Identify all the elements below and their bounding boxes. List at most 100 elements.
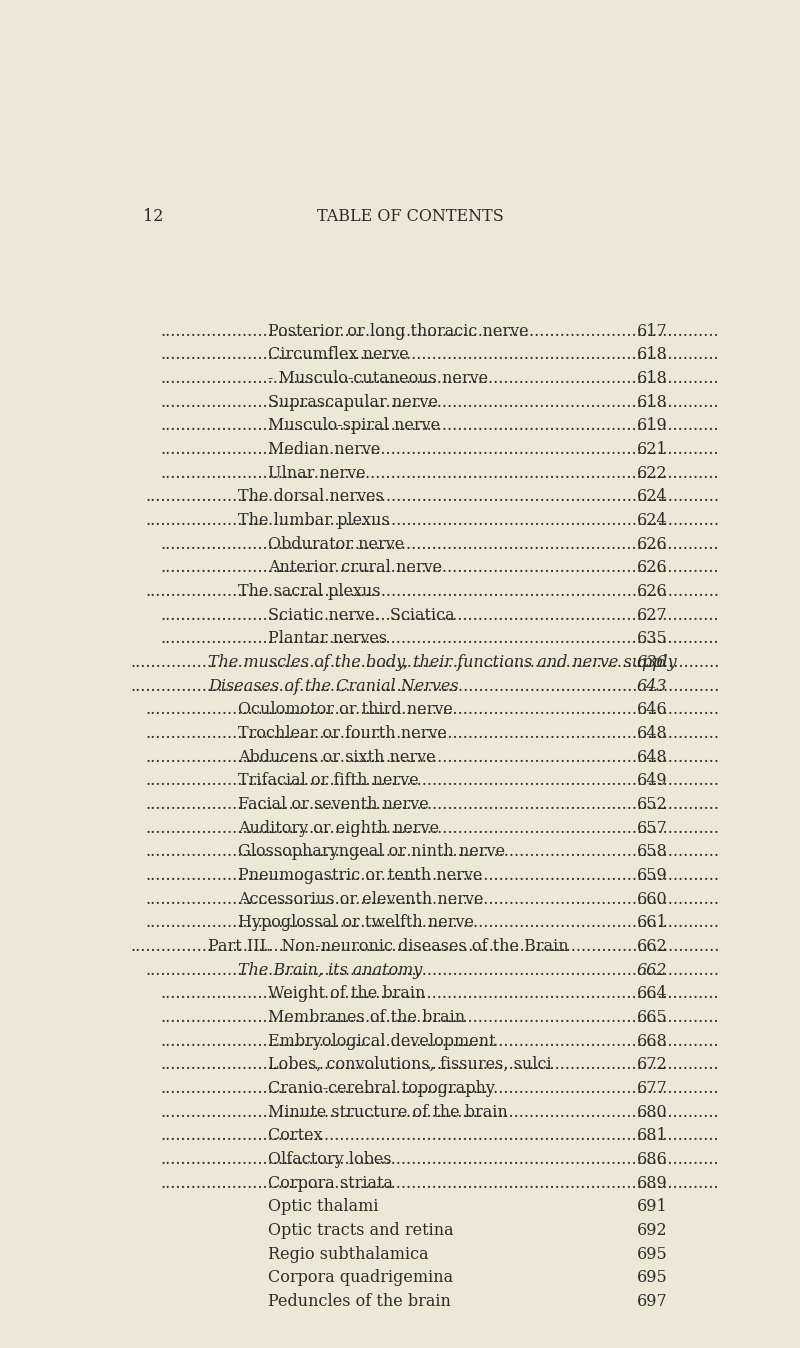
Text: ................................................................................: ........................................… <box>160 1174 775 1192</box>
Text: Circumflex nerve: Circumflex nerve <box>268 346 414 364</box>
Text: ................................................................................: ........................................… <box>160 1151 775 1167</box>
Text: ................................................................................: ........................................… <box>160 985 775 1003</box>
Text: Obdurator nerve: Obdurator nerve <box>268 535 410 553</box>
Text: ................................................................................: ........................................… <box>160 1246 775 1263</box>
Text: Plantar nerves: Plantar nerves <box>268 631 392 647</box>
Text: Trifacial or fifth nerve: Trifacial or fifth nerve <box>238 772 424 790</box>
Text: ................................................................................: ........................................… <box>160 1104 775 1120</box>
Text: 665: 665 <box>637 1008 667 1026</box>
Text: Lobes, convolutions, fissures, sulci: Lobes, convolutions, fissures, sulci <box>268 1057 557 1073</box>
Text: ................................................................................: ........................................… <box>160 1080 775 1097</box>
Text: Membranes of the brain: Membranes of the brain <box>268 1008 470 1026</box>
Text: Cranio-cerebral topography: Cranio-cerebral topography <box>268 1080 500 1097</box>
Text: 648: 648 <box>637 725 667 741</box>
Text: 643: 643 <box>637 678 667 694</box>
Text: 649: 649 <box>637 772 667 790</box>
Text: ................................................................................: ........................................… <box>146 488 760 506</box>
Text: Weight of the brain: Weight of the brain <box>268 985 430 1003</box>
Text: ................................................................................: ........................................… <box>146 914 760 931</box>
Text: Corpora striata: Corpora striata <box>268 1174 398 1192</box>
Text: ................................................................................: ........................................… <box>160 418 775 434</box>
Text: 686: 686 <box>637 1151 667 1167</box>
Text: Sciatic nerve.  Sciatica: Sciatic nerve. Sciatica <box>268 607 460 624</box>
Text: Musculo-spiral nerve: Musculo-spiral nerve <box>268 418 446 434</box>
Text: 618: 618 <box>637 394 667 411</box>
Text: ................................................................................: ........................................… <box>160 631 775 647</box>
Text: Auditory or eighth nerve: Auditory or eighth nerve <box>238 820 445 837</box>
Text: Hypoglossal or twelfth nerve: Hypoglossal or twelfth nerve <box>238 914 479 931</box>
Text: Abducens or sixth nerve: Abducens or sixth nerve <box>238 748 441 766</box>
Text: Minute structure of the brain: Minute structure of the brain <box>268 1104 513 1120</box>
Text: Optic thalami: Optic thalami <box>268 1198 384 1216</box>
Text: ................................................................................: ........................................… <box>146 844 760 860</box>
Text: 626: 626 <box>637 535 667 553</box>
Text: ................................................................................: ........................................… <box>130 654 746 671</box>
Text: The Brain, its anatomy: The Brain, its anatomy <box>238 961 428 979</box>
Text: ................................................................................: ........................................… <box>160 1221 775 1239</box>
Text: Optic tracts and retina: Optic tracts and retina <box>268 1221 458 1239</box>
Text: Cortex: Cortex <box>268 1127 328 1144</box>
Text: 668: 668 <box>637 1033 667 1050</box>
Text: Regio subthalamica: Regio subthalamica <box>268 1246 434 1263</box>
Text: 664: 664 <box>637 985 667 1003</box>
Text: Suprascapular nerve: Suprascapular nerve <box>268 394 443 411</box>
Text: 619: 619 <box>637 418 667 434</box>
Text: ................................................................................: ........................................… <box>130 678 746 694</box>
Text: 657: 657 <box>637 820 667 837</box>
Text: ................................................................................: ........................................… <box>146 891 760 907</box>
Text: ................................................................................: ........................................… <box>146 772 760 790</box>
Text: 681: 681 <box>637 1127 667 1144</box>
Text: ................................................................................: ........................................… <box>146 961 760 979</box>
Text: Pneumogastric or tenth nerve: Pneumogastric or tenth nerve <box>238 867 488 884</box>
Text: ................................................................................: ........................................… <box>160 535 775 553</box>
Text: 622: 622 <box>637 465 667 481</box>
Text: Peduncles of the brain: Peduncles of the brain <box>268 1293 456 1310</box>
Text: Oculomotor or third nerve: Oculomotor or third nerve <box>238 701 458 718</box>
Text: The sacral plexus: The sacral plexus <box>238 582 386 600</box>
Text: 660: 660 <box>637 891 667 907</box>
Text: 12: 12 <box>143 209 164 225</box>
Text: 624: 624 <box>637 488 667 506</box>
Text: ................................................................................: ........................................… <box>160 1033 775 1050</box>
Text: Accessorius or eleventh nerve: Accessorius or eleventh nerve <box>238 891 489 907</box>
Text: ................................................................................: ........................................… <box>146 512 760 528</box>
Text: Corpora quadrigemina: Corpora quadrigemina <box>268 1270 458 1286</box>
Text: Median nerve: Median nerve <box>268 441 386 458</box>
Text: ................................................................................: ........................................… <box>160 465 775 481</box>
Text: 636: 636 <box>637 654 667 671</box>
Text: 662: 662 <box>637 938 667 954</box>
Text: Glossopharyngeal or ninth nerve: Glossopharyngeal or ninth nerve <box>238 844 510 860</box>
Text: Facial or seventh nerve: Facial or seventh nerve <box>238 795 434 813</box>
Text: TABLE OF CONTENTS: TABLE OF CONTENTS <box>317 209 503 225</box>
Text: 626: 626 <box>637 559 667 577</box>
Text: 661: 661 <box>637 914 667 931</box>
Text: Trochlear or fourth nerve: Trochlear or fourth nerve <box>238 725 452 741</box>
Text: 695: 695 <box>637 1246 667 1263</box>
Text: 626: 626 <box>637 582 667 600</box>
Text: Part III.  Non-neuronic diseases of the Brain: Part III. Non-neuronic diseases of the B… <box>209 938 574 954</box>
Text: 618: 618 <box>637 346 667 364</box>
Text: ................................................................................: ........................................… <box>160 346 775 364</box>
Text: ................................................................................: ........................................… <box>160 1198 775 1216</box>
Text: ................................................................................: ........................................… <box>146 820 760 837</box>
Text: 659: 659 <box>637 867 667 884</box>
Text: 621: 621 <box>637 441 667 458</box>
Text: 677: 677 <box>637 1080 667 1097</box>
Text: ................................................................................: ........................................… <box>160 559 775 577</box>
Text: 618: 618 <box>637 369 667 387</box>
Text: ................................................................................: ........................................… <box>160 441 775 458</box>
Text: 695: 695 <box>637 1270 667 1286</box>
Text: ................................................................................: ........................................… <box>160 322 775 340</box>
Text: Olfactory lobes: Olfactory lobes <box>268 1151 397 1167</box>
Text: ................................................................................: ........................................… <box>160 1127 775 1144</box>
Text: ................................................................................: ........................................… <box>160 369 775 387</box>
Text: ................................................................................: ........................................… <box>160 1008 775 1026</box>
Text: 680: 680 <box>637 1104 667 1120</box>
Text: 689: 689 <box>637 1174 667 1192</box>
Text: 635: 635 <box>637 631 667 647</box>
Text: ................................................................................: ........................................… <box>146 748 760 766</box>
Text: The muscles of the body, their functions and nerve supply: The muscles of the body, their functions… <box>209 654 677 671</box>
Text: 692: 692 <box>637 1221 667 1239</box>
Text: Anterior crural nerve: Anterior crural nerve <box>268 559 447 577</box>
Text: ................................................................................: ........................................… <box>160 1270 775 1286</box>
